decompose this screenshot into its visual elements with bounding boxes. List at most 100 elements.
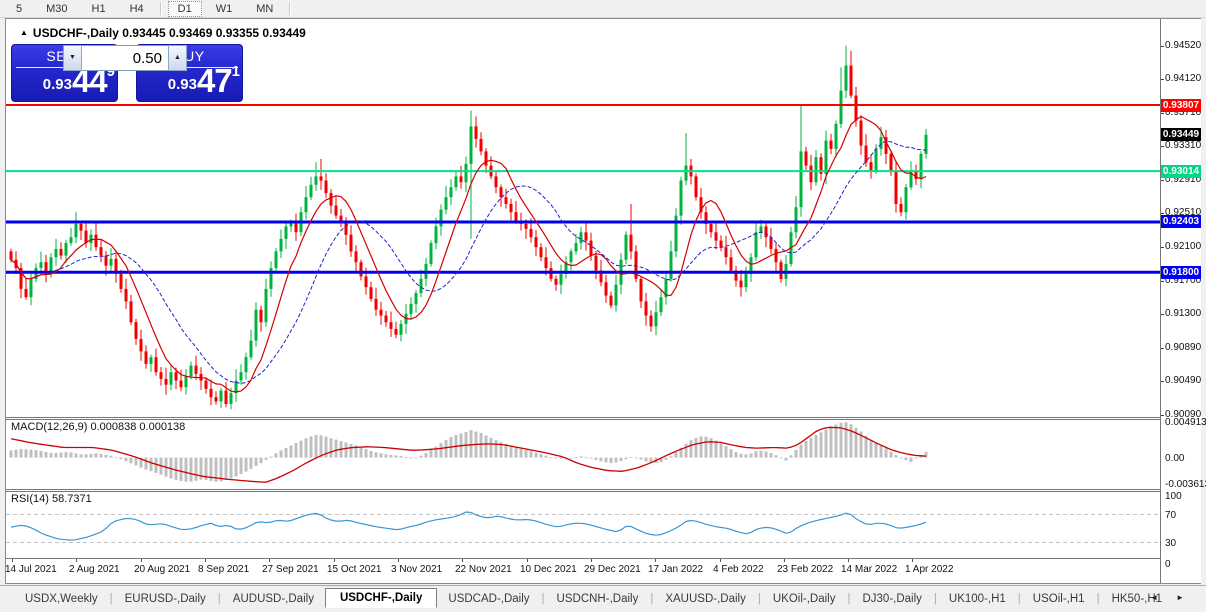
chart-tab-xauusd-daily[interactable]: XAUUSD-,Daily [665,593,746,605]
price-tick-label: 0.90890 [1165,342,1202,353]
chart-tab-usoil-h1[interactable]: USOil-,H1 [1032,593,1085,605]
price-level-badge: 0.93014 [1161,165,1201,178]
chart-tab-usdchf-daily[interactable]: USDCHF-,Daily [324,588,438,608]
date-tick [912,559,913,562]
volume-increase-icon[interactable]: ▲ [168,45,187,71]
sell-price-sup: 9 [106,63,115,80]
tab-separator: | [650,593,654,605]
date-label: 10 Dec 2021 [520,564,577,575]
date-tick [12,559,13,562]
chart-tab-bar: USDX,Weekly | EURUSD-,Daily | AUDUSD-,Daily U… [0,585,1206,612]
date-label: 2 Aug 2021 [69,564,120,575]
buy-button[interactable]: BUY 0.93471 [136,44,243,102]
date-label: 3 Nov 2021 [391,564,443,575]
price-tick-dash [1161,415,1164,416]
price-tick-label: 0.92510 [1165,207,1202,218]
rsi-indicator-pane[interactable] [6,492,1160,558]
buy-divider [141,67,238,68]
chart-window: ▲ USDCHF-,Daily 0.93445 0.93469 0.93355 0… [5,18,1206,584]
price-tick-label: 0.91700 [1165,275,1202,286]
date-tick [848,559,849,562]
chart-tab-usdcad-daily[interactable]: USDCAD-,Daily [448,593,530,605]
timeframe-toolbar: 5 M30 H1 H4 D1 W1 MN [0,0,1206,18]
collapse-arrow-icon[interactable]: ▲ [20,28,28,37]
timeframe-button-H4[interactable]: H4 [129,2,144,15]
chart-tab-dj30-daily[interactable]: DJ30-,Daily [862,593,922,605]
price-tick-label: 0.90090 [1165,409,1202,420]
timeframe-button-H1[interactable]: H1 [91,2,106,15]
tabs-scroll-left-icon[interactable]: ◄ [1150,593,1177,602]
chart-tab-hk50-h1[interactable]: HK50-,H1 [1111,593,1163,605]
date-label: 15 Oct 2021 [327,564,382,575]
price-level-badge: 0.91800 [1161,266,1201,279]
price-tick-dash [1161,79,1164,80]
price-tick-dash [1161,213,1164,214]
price-level-badge: 0.92403 [1161,215,1201,228]
buy-price-big: 47 [196,62,233,99]
macd-tick-label: 0.004913 [1165,417,1206,428]
toolbar-separator [159,2,162,15]
volume-decrease-icon[interactable]: ▼ [63,45,82,71]
date-tick [334,559,335,562]
chart-tab-eurusd-daily[interactable]: EURUSD-,Daily [124,593,206,605]
chart-tab-audusd-daily[interactable]: AUDUSD-,Daily [232,593,314,605]
date-tick [205,559,206,562]
tab-separator: | [1017,593,1021,605]
price-axis[interactable]: 0.94520 0.94120 0.93710 0.93310 0.92910 0.925… [1160,19,1206,583]
buy-price-sup: 1 [231,63,240,80]
chart-tab-usdx-weekly[interactable]: USDX,Weekly [25,593,98,605]
buy-price-prefix: 0.93 [167,76,197,93]
price-tick-dash [1161,381,1164,382]
date-tick [655,559,656,562]
date-label: 17 Jan 2022 [648,564,704,575]
date-label: 23 Feb 2022 [777,564,834,575]
tab-separator: | [847,593,851,605]
price-tick-label: 0.92910 [1165,174,1202,185]
chart-tab-usdcnh-daily[interactable]: USDCNH-,Daily [556,593,639,605]
date-tick [462,559,463,562]
price-tick-label: 0.92100 [1165,241,1202,252]
tab-separator: | [217,593,221,605]
volume-input[interactable] [82,45,168,71]
tab-separator: | [933,593,937,605]
price-tick-dash [1161,314,1164,315]
date-label: 14 Mar 2022 [841,564,898,575]
date-label: 14 Jul 2021 [5,564,57,575]
date-axis[interactable]: 14 Jul 2021 2 Aug 2021 20 Aug 2021 8 Sep 20… [5,558,1160,584]
pane-separator[interactable] [6,489,1160,492]
date-tick [398,559,399,562]
price-tick-dash [1161,46,1164,47]
timeframe-button-D1[interactable]: D1 [167,0,202,17]
price-tick-dash [1161,113,1164,114]
macd-indicator-pane[interactable] [6,420,1160,489]
date-tick [269,559,270,562]
chart-tab-ukoil-daily[interactable]: UKOil-,Daily [772,593,836,605]
timeframe-button-5[interactable]: 5 [16,2,23,15]
price-tick-dash [1161,180,1164,181]
tab-separator: | [541,593,545,605]
price-tick-label: 0.93710 [1165,107,1202,118]
macd-tick-label: -0.003613 [1165,479,1206,490]
one-click-trade-panel: SELL 0.93449 BUY 0.93471 ▼ ▲ [11,44,243,102]
price-tick-label: 0.90490 [1165,375,1202,386]
chart-title: ▲ USDCHF-,Daily 0.93445 0.93469 0.93355 0… [20,26,306,40]
date-tick [784,559,785,562]
price-tick-dash [1161,348,1164,349]
date-label: 20 Aug 2021 [134,564,191,575]
chart-tab-uk100-h1[interactable]: UK100-,H1 [948,593,1006,605]
timeframe-button-M30[interactable]: M30 [46,2,68,15]
timeframe-button-MN[interactable]: MN [256,2,274,15]
date-label: 4 Feb 2022 [713,564,764,575]
macd-tick-label: 0.00 [1165,453,1185,464]
toolbar-separator [289,2,292,15]
rsi-tick-label: 0 [1165,559,1171,570]
timeframe-button-W1[interactable]: W1 [215,2,233,15]
date-label: 1 Apr 2022 [905,564,954,575]
candlestick-chart[interactable] [6,19,1160,417]
date-tick [141,559,142,562]
price-level-badge: 0.93449 [1161,128,1201,141]
price-tick-label: 0.94520 [1165,40,1202,51]
pane-separator[interactable] [6,417,1160,420]
tabs-scroll-right-icon[interactable]: ► [1176,593,1202,602]
macd-label: MACD(12,26,9) 0.000838 0.000138 [11,421,186,433]
